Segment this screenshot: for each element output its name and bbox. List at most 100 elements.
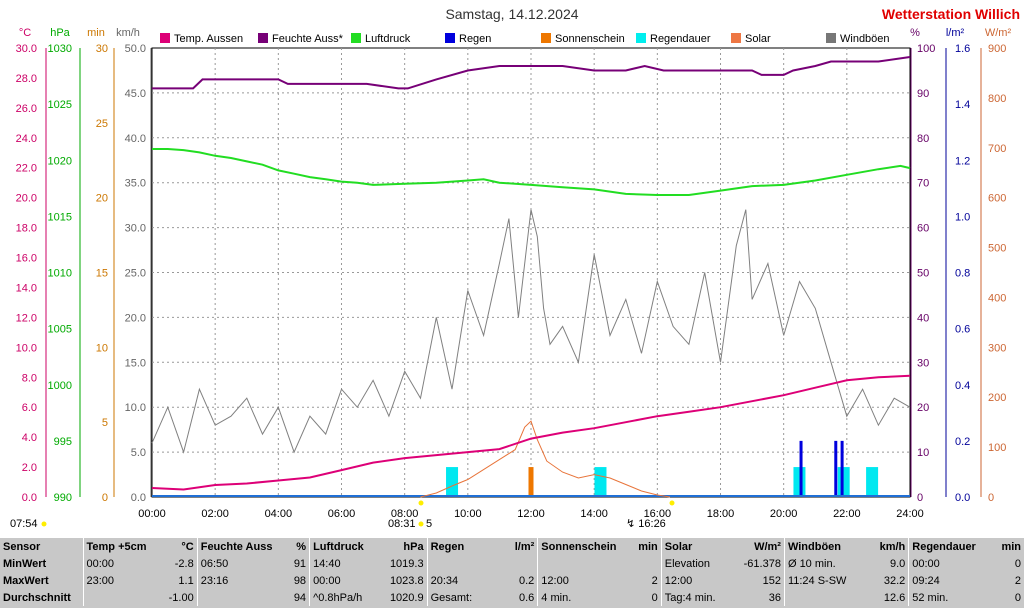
- solar-tick-label: 600: [988, 193, 1006, 205]
- pressure-tick-label: 1005: [48, 324, 72, 336]
- humidity-tick-label: 40: [917, 312, 929, 324]
- stats-value: 91: [293, 557, 307, 570]
- solar-tick-label: 400: [988, 292, 1006, 304]
- stats-row-max: MaxWert 23:00 1.1 23:16 98 00:00 1023.8 20:…: [0, 572, 1024, 589]
- time-tick-label: 16:00: [644, 508, 672, 520]
- legend-label: Windböen: [840, 33, 890, 45]
- wind-tick-label: 15.0: [125, 357, 146, 369]
- stats-header-rainduration: Regendauer: [908, 538, 985, 555]
- stats-value: 0: [651, 591, 658, 604]
- right-axis-unit: l/m²: [946, 27, 965, 39]
- series-line-temp-aussen: [151, 374, 911, 491]
- time-tick-label: 00:00: [138, 508, 166, 520]
- stats-header-wind: Windböen: [783, 538, 865, 555]
- wind-tick-label: 20.0: [125, 312, 146, 324]
- stats-cell: 52 min.: [908, 589, 985, 606]
- stats-cell: 20:34: [426, 572, 493, 589]
- temp-tick-label: 10.0: [16, 342, 37, 354]
- pressure-tick-label: 1010: [48, 268, 72, 280]
- sunrise-time: 08:31: [388, 518, 416, 530]
- stats-row-label: MinWert: [3, 557, 47, 570]
- legend-label: Sonnenschein: [555, 33, 625, 45]
- bar-regendauer: [837, 467, 850, 497]
- temp-tick-label: 22.0: [16, 163, 37, 175]
- weather-chart: °C hPa min km/h% l/m² W/m² Temp. Aussen Feucht…: [10, 27, 1012, 530]
- axis-units: °C hPa min km/h% l/m² W/m²: [19, 27, 1012, 39]
- legend: Temp. Aussen Feuchte Auss* Luftdruck Regen S…: [160, 33, 890, 45]
- rain-tick-label: 0.0: [955, 492, 970, 504]
- rain-tick-label: 1.0: [955, 211, 970, 223]
- stats-value: 2: [1014, 574, 1021, 587]
- temp-tick-label: 0.0: [22, 492, 37, 504]
- legend-swatch: [351, 33, 361, 43]
- legend-swatch: [826, 33, 836, 43]
- grid: [151, 47, 911, 498]
- stats-cell: 09:24: [908, 572, 985, 589]
- temp-tick-label: 30.0: [16, 43, 37, 55]
- humidity-tick-label: 50: [917, 268, 929, 280]
- legend-swatch: [636, 33, 646, 43]
- wind-tick-label: 25.0: [125, 268, 146, 280]
- wind-tick-label: 0.0: [131, 492, 146, 504]
- temp-tick-label: 26.0: [16, 103, 37, 115]
- wind-tick-label: 30.0: [125, 223, 146, 235]
- stats-cell: Gesamt:: [426, 589, 493, 606]
- stats-header-temp: Temp +5cm: [82, 538, 160, 555]
- plot-area: [151, 56, 911, 498]
- temp-tick-label: 20.0: [16, 193, 37, 205]
- rain-tick-label: 1.2: [955, 155, 970, 167]
- stats-value: 152: [762, 574, 781, 587]
- minutes-tick-label: 0: [102, 492, 108, 504]
- time-tick-label: 12:00: [517, 508, 545, 520]
- sunrise-dot: [418, 500, 424, 506]
- left-axis-unit: °C: [19, 27, 31, 39]
- pressure-tick-label: 995: [54, 436, 72, 448]
- time-tick-label: 14:00: [580, 508, 608, 520]
- stats-unit-temp: °C: [181, 540, 194, 553]
- stats-unit-rain: l/m²: [514, 540, 535, 553]
- stats-value: 12.6: [883, 591, 906, 604]
- humidity-tick-label: 100: [917, 43, 935, 55]
- statistics-panel: Sensor Temp +5cm °C Feuchte Auss % Luftd…: [0, 538, 1024, 608]
- time-tick-label: 06:00: [328, 508, 356, 520]
- temp-tick-label: 18.0: [16, 223, 37, 235]
- legend-label: Feuchte Auss*: [272, 33, 344, 45]
- rain-tick-label: 0.8: [955, 268, 970, 280]
- solar-tick-label: 700: [988, 143, 1006, 155]
- stats-value: -1.00: [168, 591, 194, 604]
- sun-icon: [418, 521, 424, 527]
- stats-value: 9.0: [889, 557, 906, 570]
- sun-markers: 07:54 08:31 5 ↯ 16:26: [10, 500, 675, 530]
- stats-row-label: MaxWert: [3, 574, 49, 587]
- temp-tick-label: 12.0: [16, 312, 37, 324]
- legend-label: Solar: [745, 33, 771, 45]
- pressure-tick-label: 1025: [48, 99, 72, 111]
- station-name: Wetterstation Willich: [881, 6, 1020, 22]
- stats-cell: 23:16: [196, 572, 276, 589]
- stats-header-humidity: Feuchte Auss: [196, 538, 276, 555]
- humidity-tick-label: 30: [917, 357, 929, 369]
- stats-unit-pressure: hPa: [403, 540, 424, 553]
- stats-cell: [196, 589, 276, 606]
- temp-tick-label: 6.0: [22, 402, 37, 414]
- stats-cell: 14:40: [309, 555, 377, 572]
- rain-tick-label: 0.4: [955, 380, 970, 392]
- stats-value: 36: [768, 591, 781, 604]
- stats-cell: [783, 589, 865, 606]
- wind-tick-label: 40.0: [125, 133, 146, 145]
- temp-tick-label: 8.0: [22, 372, 37, 384]
- sun-icon: [41, 521, 47, 527]
- stats-cell: 00:00: [82, 555, 160, 572]
- temp-tick-label: 14.0: [16, 282, 37, 294]
- stats-row-min: MinWert 00:00 -2.8 06:50 91 14:40 1019.3 El…: [0, 555, 1024, 572]
- stats-cell: [426, 555, 493, 572]
- time-tick-label: 22:00: [833, 508, 861, 520]
- stats-value: -61.378: [743, 557, 781, 570]
- stats-value: -2.8: [174, 557, 194, 570]
- stats-value: 1019.3: [389, 557, 424, 570]
- stats-unit-sunshine: min: [638, 540, 658, 553]
- series-line-feuchte-auss-: [152, 56, 911, 90]
- stats-cell: 00:00: [309, 572, 377, 589]
- stats-cell: Ø 10 min.: [783, 555, 865, 572]
- solar-tick-label: 500: [988, 243, 1006, 255]
